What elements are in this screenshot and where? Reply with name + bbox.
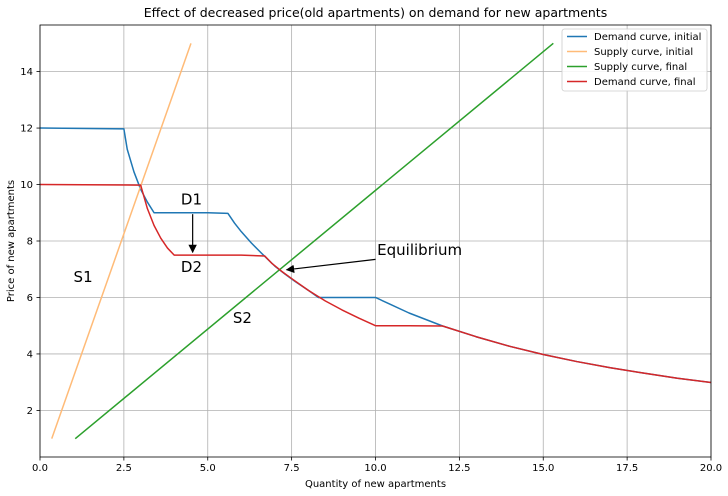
x-tick-label: 0.0 xyxy=(32,463,48,474)
x-tick-label: 20.0 xyxy=(700,463,722,474)
annotation-label: D1 xyxy=(181,190,202,208)
y-tick-label: 4 xyxy=(27,349,33,360)
y-axis-label: Price of new apartments xyxy=(6,180,17,302)
y-tick-label: 10 xyxy=(20,180,33,191)
annotation-arrow xyxy=(285,258,376,274)
x-tick-label: 5.0 xyxy=(200,463,216,474)
x-tick-label: 17.5 xyxy=(616,463,638,474)
y-tick-label: 8 xyxy=(27,237,33,248)
ticks: 0.0 2.5 5.0 7.5 10.0 12.5 15.0 17.5 20.0 2 4 6 8 10 12… xyxy=(20,67,722,474)
y-tick-label: 2 xyxy=(27,406,33,417)
x-tick-label: 10.0 xyxy=(364,463,386,474)
y-tick-label: 6 xyxy=(27,293,33,304)
legend: Demand curve, initial Supply curve, initi… xyxy=(561,28,708,92)
x-tick-label: 2.5 xyxy=(116,463,132,474)
annotation-label: Equilibrium xyxy=(377,241,462,259)
chart-title: Effect of decreased price(old apartments… xyxy=(144,5,607,20)
series-line-3 xyxy=(74,42,554,440)
y-tick-label: 12 xyxy=(20,124,33,135)
series-line-4 xyxy=(39,183,712,384)
annotation-label: D2 xyxy=(181,258,202,276)
x-tick-label: 12.5 xyxy=(448,463,470,474)
x-tick-label: 7.5 xyxy=(284,463,300,474)
legend-label: Supply curve, final xyxy=(594,62,687,73)
legend-label: Supply curve, initial xyxy=(594,47,693,58)
annotations: D1 D2 S1 S2 Equilibrium xyxy=(74,190,463,327)
x-axis-label: Quantity of new apartments xyxy=(305,479,446,490)
series-group xyxy=(39,42,712,440)
legend-box xyxy=(561,28,708,92)
series-line-2 xyxy=(51,43,192,439)
y-tick-label: 14 xyxy=(20,67,33,78)
annotation-label: S2 xyxy=(233,309,252,327)
x-tick-label: 15.0 xyxy=(532,463,554,474)
annotation-label: S1 xyxy=(74,268,93,286)
legend-label: Demand curve, initial xyxy=(594,32,701,43)
legend-label: Demand curve, final xyxy=(594,77,696,88)
